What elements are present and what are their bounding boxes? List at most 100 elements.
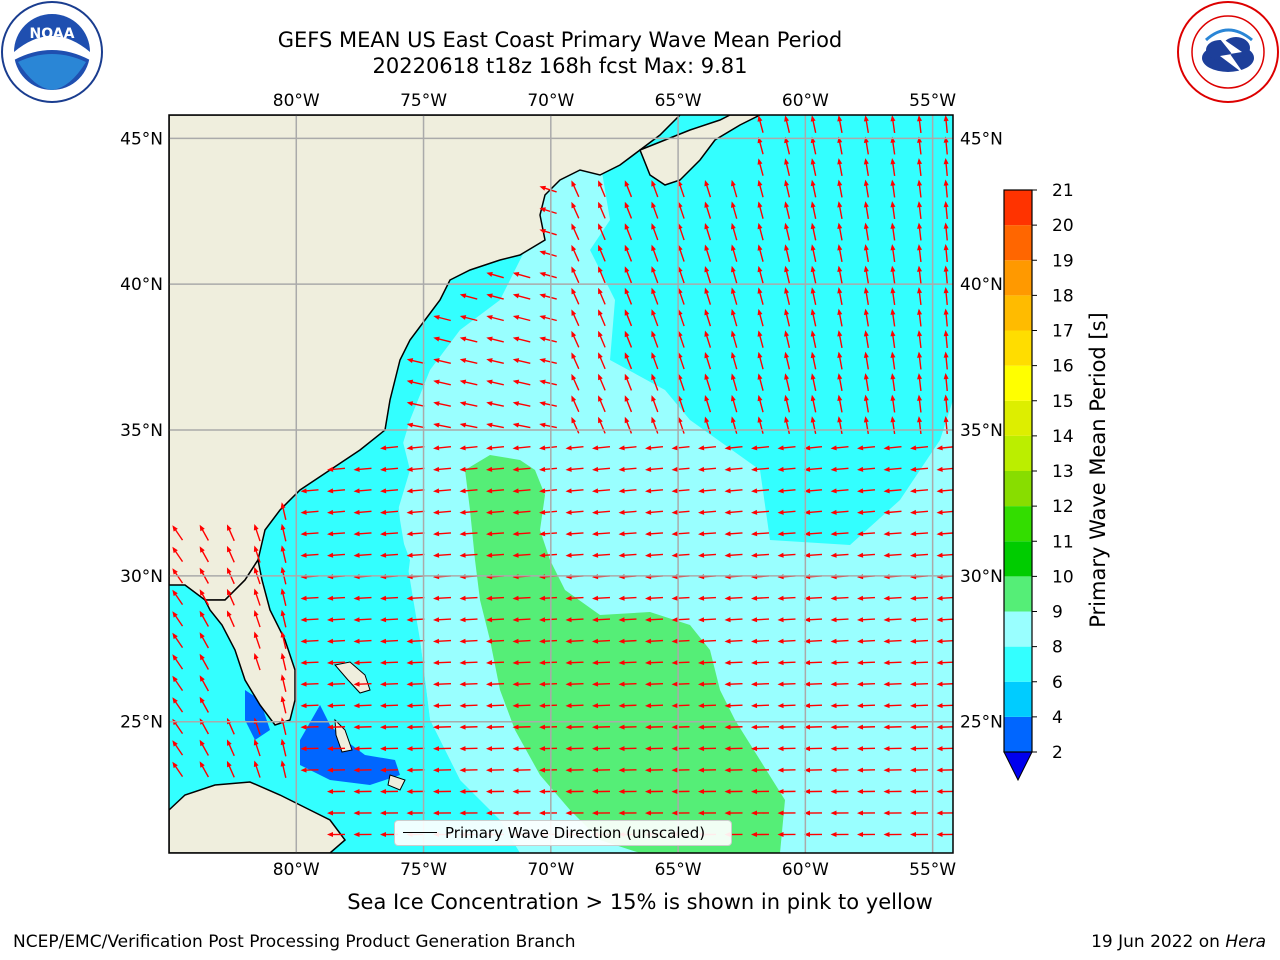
colorbar-segment: [1004, 506, 1032, 542]
wave-direction-arrow: [784, 244, 791, 262]
latitude-label: 45°N: [960, 129, 1003, 149]
wave-direction-arrow: [883, 767, 902, 773]
longitude-label: 75°W: [400, 91, 447, 111]
wave-direction-arrow: [433, 638, 452, 644]
wave-direction-arrow: [730, 222, 738, 241]
wave-direction-arrow: [704, 330, 712, 348]
wave-direction-arrow: [777, 638, 796, 644]
wave-direction-arrow: [890, 416, 896, 435]
wave-direction-arrow: [459, 509, 478, 515]
wave-direction-arrow: [784, 179, 791, 198]
wave-direction-arrow: [327, 681, 346, 687]
wave-direction-arrow: [730, 287, 738, 305]
wave-direction-arrow: [199, 589, 210, 606]
wave-direction-arrow: [512, 703, 531, 709]
wave-direction-arrow: [671, 445, 690, 451]
wave-direction-arrow: [353, 638, 372, 644]
wave-direction-arrow: [671, 595, 690, 601]
wave-direction-arrow: [565, 810, 584, 816]
wave-direction-arrow: [677, 395, 685, 413]
wave-direction-arrow: [698, 466, 717, 472]
wave-direction-arrow: [863, 115, 869, 134]
wave-direction-arrow: [857, 724, 876, 730]
wave-direction-arrow: [433, 703, 452, 709]
wave-direction-arrow: [757, 416, 764, 434]
wave-direction-arrow: [327, 552, 346, 558]
wave-direction-arrow: [651, 330, 659, 348]
latitude-label: 30°N: [120, 567, 163, 587]
wave-direction-arrow: [917, 158, 923, 177]
wave-direction-arrow: [651, 352, 659, 370]
wave-direction-arrow: [486, 660, 505, 666]
wave-direction-arrow: [253, 631, 261, 649]
wave-direction-arrow: [698, 703, 717, 709]
colorbar-segment: [1004, 190, 1032, 226]
wave-direction-arrow: [724, 703, 743, 709]
wave-direction-arrow: [226, 739, 235, 757]
wave-direction-arrow: [751, 703, 770, 709]
wave-direction-arrow: [698, 789, 717, 795]
wave-direction-arrow: [592, 509, 611, 515]
wave-direction-arrow: [837, 287, 843, 305]
wave-direction-arrow: [857, 509, 876, 515]
wave-direction-arrow: [253, 524, 261, 542]
colorbar-segment: [1004, 646, 1032, 682]
wave-direction-arrow: [943, 201, 949, 220]
period-9-10-region: [465, 455, 785, 853]
wave-direction-arrow: [830, 746, 849, 752]
wave-direction-arrow: [380, 466, 399, 472]
wave-direction-arrow: [910, 509, 929, 515]
wave-direction-arrow: [645, 595, 664, 601]
wave-direction-arrow: [353, 617, 372, 623]
wave-direction-arrow: [784, 265, 791, 284]
wave-direction-arrow: [406, 509, 425, 515]
wave-direction-arrow: [512, 445, 531, 451]
wave-direction-arrow: [651, 244, 659, 262]
wave-direction-arrow: [539, 703, 558, 709]
wave-direction-arrow: [539, 810, 558, 816]
wave-direction-arrow: [837, 115, 843, 133]
wave-direction-arrow: [777, 703, 796, 709]
wave-direction-arrow: [863, 265, 869, 284]
wave-direction-arrow: [459, 810, 478, 816]
wave-direction-arrow: [592, 445, 611, 451]
wave-direction-arrow: [300, 724, 319, 730]
wave-direction-arrow: [406, 660, 425, 666]
wave-direction-arrow: [810, 201, 817, 219]
wave-direction-arrow: [433, 810, 452, 816]
wave-direction-arrow: [592, 531, 611, 537]
wave-direction-arrow: [512, 660, 531, 666]
wave-direction-arrow: [863, 244, 869, 263]
wave-direction-arrow: [857, 746, 876, 752]
wave-direction-arrow: [910, 617, 929, 623]
wave-direction-arrow: [539, 445, 558, 451]
longitude-label: 65°W: [655, 860, 702, 880]
wave-direction-arrow: [486, 488, 505, 494]
wave-direction-arrow: [724, 617, 743, 623]
wave-direction-arrow: [172, 589, 184, 605]
wave-direction-arrow: [280, 631, 287, 649]
wave-direction-arrow: [936, 767, 953, 773]
wave-direction-arrow: [837, 330, 843, 348]
wave-direction-arrow: [327, 789, 346, 795]
wave-direction-arrow: [830, 509, 849, 515]
wave-direction-arrow: [486, 789, 505, 795]
wave-direction-arrow: [804, 724, 823, 730]
wave-direction-arrow: [810, 287, 817, 305]
wave-direction-arrow: [751, 638, 770, 644]
wave-direction-arrow: [406, 531, 425, 537]
wave-direction-arrow: [280, 695, 287, 714]
wave-direction-arrow: [459, 789, 478, 795]
colorbar-tick-label: 16: [1052, 357, 1074, 377]
wave-direction-arrow: [651, 287, 659, 305]
wave-direction-arrow: [757, 287, 764, 305]
wave-direction-arrow: [837, 222, 843, 241]
wave-direction-arrow: [300, 703, 319, 709]
wave-direction-arrow: [890, 222, 896, 241]
wave-direction-arrow: [804, 810, 823, 816]
wave-direction-arrow: [857, 660, 876, 666]
wave-direction-arrow: [199, 653, 210, 670]
wave-direction-arrow: [571, 201, 580, 219]
wave-direction-arrow: [459, 358, 478, 365]
wave-direction-arrow: [645, 617, 664, 623]
